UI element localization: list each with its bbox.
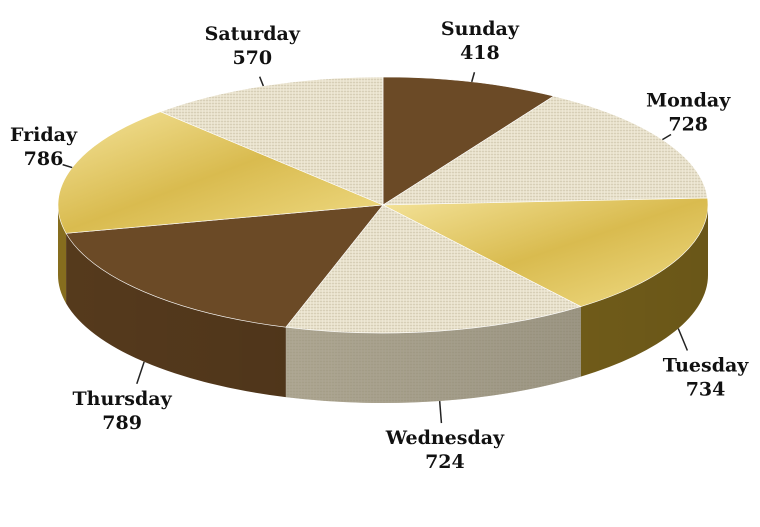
leader-line [438, 400, 443, 424]
pie-slice-friday [57, 111, 384, 234]
pie-slice-monday [381, 95, 708, 206]
slice-value-label: 724 [425, 451, 465, 473]
slice-value-label: 418 [460, 42, 500, 64]
slice-value-label: 789 [102, 412, 142, 434]
pie-slice-saturday [159, 76, 384, 206]
leader-line [62, 163, 73, 169]
slice-label: Saturday [205, 23, 301, 45]
pie-slice-thursday [65, 204, 384, 328]
slice-label: Friday [10, 124, 78, 146]
slice-label: Monday [646, 89, 731, 111]
leader-line [662, 133, 672, 141]
slice-value-label: 734 [686, 378, 726, 400]
leader-line [136, 361, 145, 385]
slice-value-label: 570 [232, 47, 272, 69]
leader-line [677, 328, 689, 351]
leader-line [471, 72, 476, 83]
slice-label: Wednesday [385, 427, 505, 449]
slice-label: Tuesday [663, 354, 750, 376]
slice-value-label: 728 [668, 113, 708, 135]
slice-value-label: 786 [24, 148, 64, 170]
pie-slice-wednesday [285, 204, 582, 334]
slice-label: Sunday [441, 18, 520, 40]
leader-line [258, 76, 265, 87]
pie-slice-tuesday [382, 197, 709, 307]
slice-label: Thursday [73, 388, 173, 410]
pie-side-shading [58, 205, 708, 403]
